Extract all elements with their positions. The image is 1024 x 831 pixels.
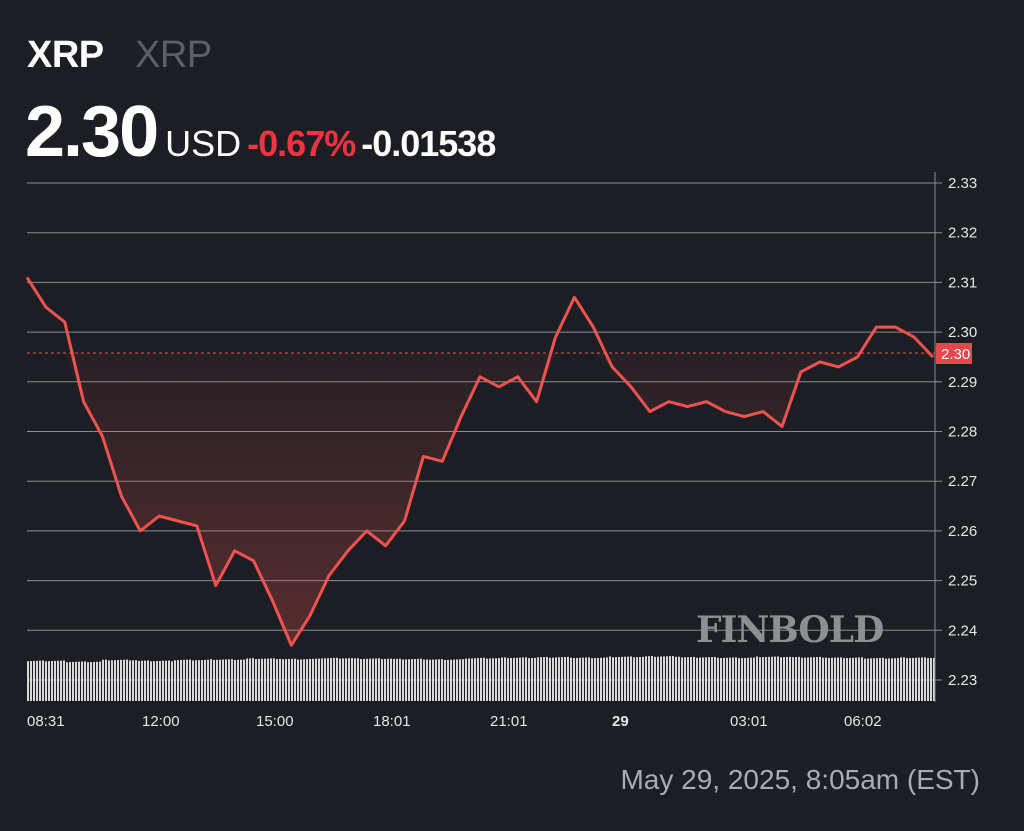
currency-label: USD: [165, 123, 242, 164]
y-tick-label: 2.32: [948, 225, 977, 242]
change-percent: -0.67%: [247, 123, 356, 164]
y-tick-label: 2.24: [948, 622, 977, 639]
y-tick-label: 2.28: [948, 424, 977, 441]
y-axis-labels: 2.33 2.32 2.31 2.30 2.29 2.28 2.27 2.26 2.25 2.24…: [948, 175, 977, 689]
price-row: 2.30 USD -0.67% -0.01538: [25, 92, 496, 172]
finbold-watermark: FINBOLD: [696, 609, 883, 651]
y-tick-label: 2.31: [948, 274, 977, 291]
price-line: [25, 276, 935, 647]
y-tick-label: 2.33: [948, 175, 977, 192]
y-tick-label: 2.26: [948, 523, 977, 540]
price-tag: 2.30: [936, 343, 972, 364]
x-tick-label: 12:00: [142, 713, 180, 730]
x-tick-label: 21:01: [490, 713, 528, 730]
price-tag-label: 2.30: [941, 346, 970, 363]
x-axis-labels: 08:31 12:00 15:00 18:01 21:01 29 03:01 06:02: [27, 713, 882, 730]
x-tick-label: 18:01: [373, 713, 411, 730]
y-tick-label: 2.23: [948, 672, 977, 689]
y-tick-label: 2.27: [948, 473, 977, 490]
y-tick-label: 2.30: [948, 324, 977, 341]
volume-bars: [27, 656, 935, 701]
change-absolute: -0.01538: [361, 123, 496, 164]
asset-name: XRP: [135, 34, 212, 76]
x-tick-label: 03:01: [730, 713, 768, 730]
timestamp: May 29, 2025, 8:05am (EST): [620, 764, 980, 795]
asset-symbol: XRP: [27, 34, 104, 76]
x-tick-label: 06:02: [844, 713, 882, 730]
price-area-fill: [27, 352, 933, 646]
x-tick-label: 29: [612, 713, 629, 730]
y-tick-label: 2.25: [948, 573, 977, 590]
current-price: 2.30: [25, 92, 159, 172]
x-tick-label: 15:00: [256, 713, 294, 730]
x-tick-label: 08:31: [27, 713, 65, 730]
y-tick-label: 2.29: [948, 374, 977, 391]
